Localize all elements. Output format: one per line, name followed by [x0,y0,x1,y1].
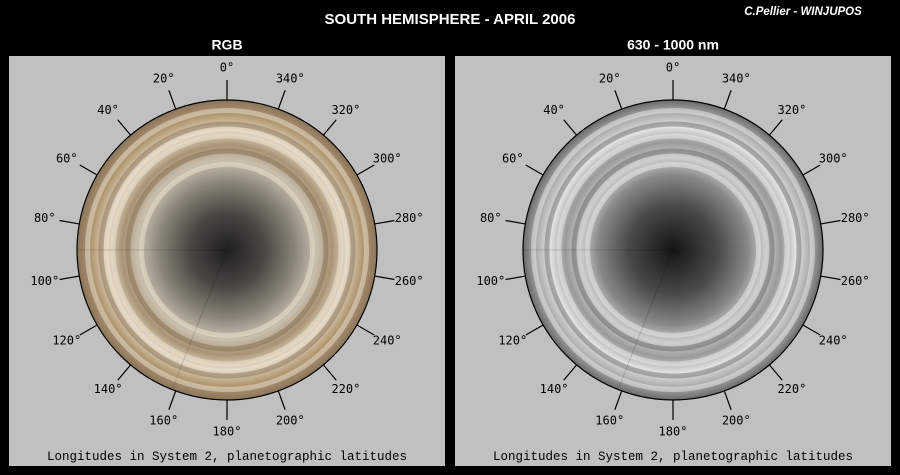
mosaic-seam [77,249,228,390]
longitude-tick [79,324,98,336]
longitude-label: 200° [722,414,751,428]
longitude-label: 120° [498,334,527,348]
longitude-tick [356,324,375,336]
longitude-tick [322,364,337,381]
longitude-tick [374,219,395,225]
longitude-tick [117,119,132,136]
longitude-tick [820,219,841,225]
longitude-label: 240° [373,334,402,348]
longitude-tick [79,164,98,176]
longitude-tick [525,324,544,336]
longitude-tick [768,364,783,381]
longitude-label: 340° [722,71,751,85]
longitude-tick [168,390,177,410]
longitude-label: 320° [331,103,360,117]
longitude-label: 320° [777,103,806,117]
longitude-label: 60° [56,152,78,166]
mosaic-seam [523,249,674,390]
longitude-tick [802,324,821,336]
longitude-tick [614,90,623,110]
longitude-tick [820,275,841,281]
longitude-label: 100° [476,274,505,288]
longitude-tick [505,275,526,281]
cloud-band [98,121,356,379]
footer-note: Longitudes in System 2, planetographic l… [47,450,407,464]
longitude-label: 0° [666,61,680,75]
longitude-tick [723,90,732,110]
longitude-label: 240° [819,334,848,348]
cloud-band [556,133,790,367]
longitude-tick [374,275,395,281]
longitude-label: 100° [30,274,59,288]
longitude-label: 340° [276,71,305,85]
footer-note: Longitudes in System 2, planetographic l… [493,450,853,464]
longitude-tick [525,164,544,176]
cloud-band [531,108,815,392]
cloud-band [139,162,315,338]
cloud-band [125,148,329,352]
longitude-label: 160° [149,414,178,428]
longitude-tick [563,364,578,381]
cloud-band [110,133,344,367]
longitude-label: 260° [841,274,870,288]
longitude-tick [802,164,821,176]
longitude-tick [168,90,177,110]
longitude-tick [563,119,578,136]
longitude-label: 20° [599,71,621,85]
longitude-label: 80° [480,211,502,225]
longitude-label: 80° [34,211,56,225]
longitude-tick [117,364,132,381]
longitude-label: 40° [97,103,119,117]
panel-header: RGB [211,37,242,53]
planet-disk [77,100,377,400]
cloud-band [585,162,761,338]
longitude-tick [768,119,783,136]
longitude-label: 200° [276,414,305,428]
longitude-label: 220° [331,382,360,396]
longitude-label: 120° [52,334,81,348]
longitude-label: 140° [94,382,123,396]
longitude-tick [356,164,375,176]
longitude-label: 60° [502,152,524,166]
longitude-label: 180° [213,425,242,439]
longitude-label: 300° [373,152,402,166]
longitude-tick [505,219,526,225]
longitude-tick [723,390,732,410]
longitude-label: 180° [659,425,688,439]
longitude-label: 160° [595,414,624,428]
longitude-label: 280° [841,211,870,225]
longitude-label: 140° [540,382,569,396]
longitude-tick [614,390,623,410]
longitude-label: 260° [395,274,424,288]
title: SOUTH HEMISPHERE - APRIL 2006 [325,11,576,28]
credit: C.Pellier - WINJUPOS [744,6,862,18]
longitude-label: 0° [220,61,234,75]
longitude-label: 280° [395,211,424,225]
cloud-band [85,108,369,392]
cloud-band [544,121,802,379]
longitude-label: 300° [819,152,848,166]
longitude-label: 220° [777,382,806,396]
longitude-tick [322,119,337,136]
longitude-tick [59,275,80,281]
longitude-tick [277,90,286,110]
longitude-tick [59,219,80,225]
longitude-label: 40° [543,103,565,117]
longitude-tick [277,390,286,410]
cloud-band [571,148,775,352]
longitude-label: 20° [153,71,175,85]
panel-header: 630 - 1000 nm [627,37,719,53]
planet-disk [523,100,823,400]
